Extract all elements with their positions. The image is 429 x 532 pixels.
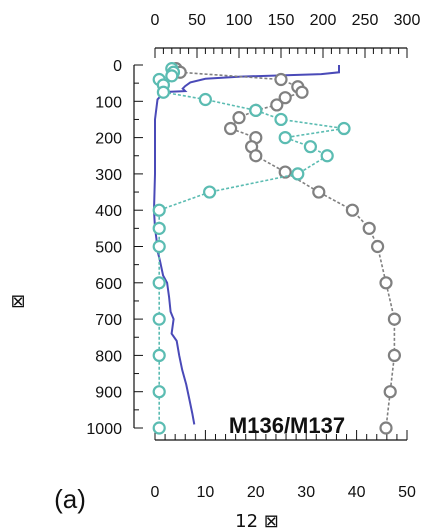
x-top-tick-label: 200 [310,12,337,29]
series-3-point [156,85,170,99]
series-3-point [152,348,166,362]
series-2-point [387,348,401,362]
series-3-point [165,69,179,83]
x-bottom-tick-label: 10 [197,484,215,501]
y-tick-label: 700 [95,312,122,329]
series-2-point [379,276,393,290]
series-3-point [203,185,217,199]
series-3-line [157,68,345,428]
series-2-point [232,111,246,125]
y-tick-label: 600 [95,276,122,293]
series-3-point [274,112,288,127]
series-3-point [152,203,166,217]
y-tick-label: 100 [95,94,122,111]
panel-label: (a) [54,484,86,514]
series-1-line [152,65,340,425]
series-3-point [152,385,166,399]
y-axis-label: ⊠ [10,291,25,312]
series-3-point [152,421,166,435]
x-bottom-tick-label: 30 [297,484,315,501]
x-top-tick-label: 300 [394,12,421,29]
chart-annotation: M136/M137 [229,413,345,438]
x-bottom-tick-label: 0 [151,484,160,501]
series-3-point [198,92,212,107]
series-2-point [278,91,292,105]
x-top-tick-label: 50 [188,12,206,29]
x-top-tick-label: 0 [151,12,160,29]
y-tick-label: 400 [95,203,122,220]
x-axis-bottom-label: 12 ⊠ [235,511,279,532]
series-3-point [337,121,351,136]
series-group [152,62,401,435]
series-2-point [387,312,401,326]
x-bottom-tick-label: 50 [398,484,416,501]
y-tick-label: 500 [95,240,122,257]
y-tick-label: 300 [95,167,122,184]
series-3-point [152,239,166,254]
series-2-point [371,239,385,254]
x-top-tick-label: 100 [226,12,253,29]
x-top-tick-label: 250 [352,12,379,29]
series-2-point [249,149,263,163]
y-tick-label: 200 [95,131,122,148]
series-2-point [295,85,309,99]
y-tick-label: 800 [95,348,122,365]
series-2-point [278,165,292,179]
series-2-point [312,185,326,199]
y-tick-label: 900 [95,385,122,402]
series-3-point [303,140,317,154]
series-3-point [320,149,334,163]
series-3-point [152,312,166,326]
series-2-point [224,121,238,136]
series-2-point [383,385,397,399]
series-2-point [345,203,359,217]
x-bottom-tick-label: 40 [348,484,366,501]
series-3-point [152,276,166,290]
series-2-point [379,421,393,435]
series-2-point [274,72,288,87]
series-3-point [291,167,305,181]
series-2-point [362,221,376,235]
series-2-point [270,98,284,112]
y-tick-label: 0 [113,58,122,75]
x-top-tick-label: 150 [268,12,295,29]
series-3-point [152,221,166,235]
series-3-point [249,103,263,117]
x-bottom-tick-label: 20 [247,484,265,501]
y-tick-label: 1000 [86,421,122,438]
series-3-point [278,131,292,145]
